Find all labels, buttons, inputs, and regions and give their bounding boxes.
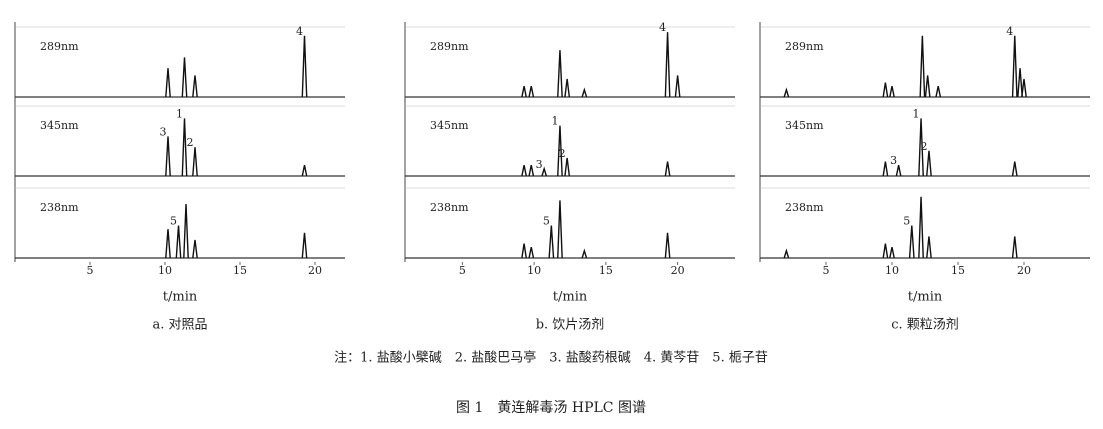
x-tick-label: 10 [885, 264, 899, 277]
peak-label: 3 [536, 158, 543, 171]
peak [165, 229, 171, 259]
peak [1011, 35, 1018, 98]
peak [528, 86, 535, 98]
peak [908, 225, 915, 259]
peak [557, 200, 563, 259]
peak-label: 2 [187, 136, 194, 149]
peak [926, 150, 932, 177]
x-tick-label: 20 [671, 264, 685, 277]
wavelength-label: 289nm [785, 40, 824, 53]
peak [882, 243, 889, 259]
figure-title: 图 1 黄连解毒汤 HPLC 图谱 [456, 399, 646, 416]
peak [664, 232, 671, 259]
panel-caption: b. 饮片汤剂 [536, 318, 605, 333]
peak [528, 247, 535, 259]
x-tick-label: 20 [1017, 264, 1031, 277]
peak-label: 5 [170, 215, 177, 228]
peak [882, 161, 889, 177]
wavelength-label: 238nm [40, 201, 79, 214]
peak-label: 2 [920, 140, 927, 153]
x-tick-label: 20 [308, 264, 322, 277]
peak [581, 87, 588, 98]
note: 注：1. 盐酸小檗碱 2. 盐酸巴马亭 3. 盐酸药根碱 4. 黄芩苷 5. 栀… [334, 350, 768, 366]
peak [564, 157, 571, 177]
peak-label: 1 [176, 107, 183, 120]
peak [192, 75, 198, 98]
peak [918, 118, 924, 177]
peak [889, 86, 895, 98]
peak [521, 86, 527, 98]
x-tick-label: 15 [233, 264, 247, 277]
peak [301, 232, 308, 259]
peak [301, 165, 308, 177]
panel-caption: a. 对照品 [152, 318, 207, 333]
peak [521, 165, 527, 177]
wavelength-label: 345nm [430, 119, 469, 132]
peak [783, 248, 790, 259]
peak-label: 5 [903, 215, 910, 228]
peak [919, 35, 926, 98]
x-tick-label: 15 [599, 264, 613, 277]
wavelength-label: 289nm [430, 40, 469, 53]
peak [783, 87, 790, 98]
peak [1021, 78, 1027, 98]
wavelength-label: 238nm [785, 201, 824, 214]
peak-label: 1 [913, 107, 920, 120]
peak [175, 225, 182, 259]
x-axis-label: t/min [163, 290, 198, 305]
peak [192, 239, 198, 259]
peak [301, 35, 308, 98]
peak [181, 118, 188, 177]
peak [918, 196, 924, 259]
peak-label: 2 [559, 147, 566, 160]
peak [165, 136, 171, 177]
peak [557, 125, 563, 177]
peak [1011, 161, 1018, 177]
x-axis-label: t/min [553, 290, 588, 305]
peak [521, 243, 527, 259]
peak [564, 78, 571, 98]
x-tick-label: 5 [87, 264, 94, 277]
peak-label: 4 [1006, 25, 1013, 38]
peak [895, 165, 902, 177]
peak [183, 203, 189, 259]
peak [581, 248, 588, 259]
peak [165, 68, 171, 98]
peak [674, 75, 681, 98]
peak-label: 3 [160, 125, 167, 138]
peak-label: 4 [296, 25, 303, 38]
peak [664, 161, 671, 177]
peak [528, 165, 535, 177]
x-tick-label: 15 [951, 264, 965, 277]
peak [557, 50, 563, 98]
peak-label: 1 [551, 115, 558, 128]
peak [1017, 68, 1023, 98]
peak [541, 166, 548, 177]
peak [548, 225, 555, 259]
x-tick-label: 10 [158, 264, 172, 277]
peak-label: 5 [543, 215, 550, 228]
peak-label: 4 [659, 21, 666, 34]
x-tick-label: 10 [527, 264, 541, 277]
x-tick-label: 5 [459, 264, 466, 277]
peak-label: 3 [890, 154, 897, 167]
peak [926, 236, 932, 259]
peak [192, 147, 198, 177]
x-tick-label: 5 [823, 264, 830, 277]
panel-caption: c. 颗粒汤剂 [891, 318, 959, 333]
peak [924, 75, 931, 98]
wavelength-label: 289nm [40, 40, 79, 53]
peak [664, 32, 671, 98]
peak [1011, 236, 1018, 259]
wavelength-label: 238nm [430, 201, 469, 214]
x-axis-label: t/min [908, 290, 943, 305]
wavelength-label: 345nm [40, 119, 79, 132]
wavelength-label: 345nm [785, 119, 824, 132]
peak [935, 86, 942, 98]
peak [882, 82, 889, 98]
peak [889, 247, 895, 259]
peak [181, 57, 188, 98]
